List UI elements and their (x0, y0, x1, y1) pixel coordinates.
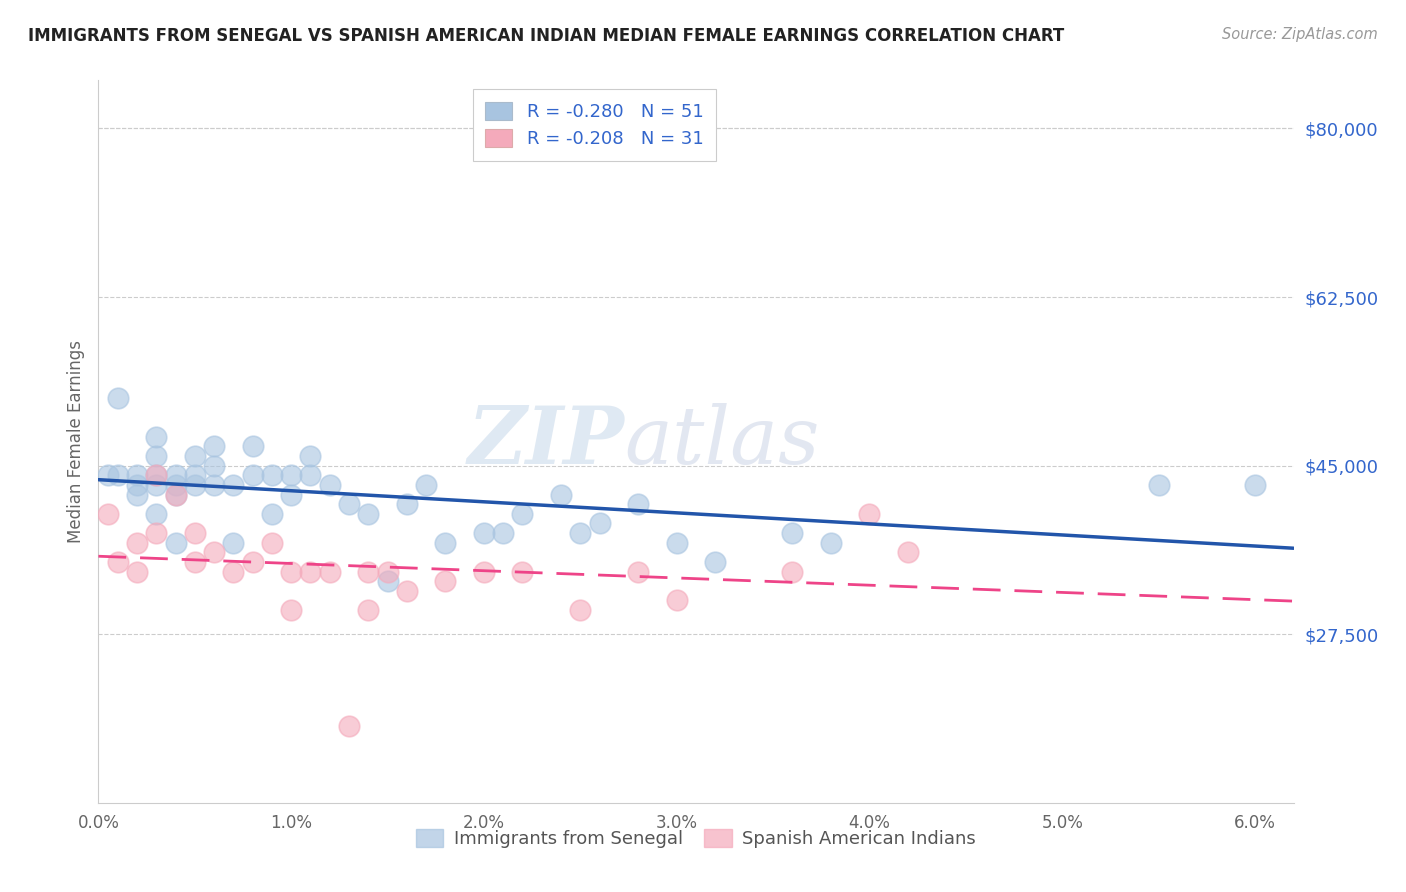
Point (665, 535, 688, 549)
Point (222, 535, 245, 549)
Point (434, 574, 457, 589)
Point (472, 526, 495, 541)
Point (242, 439, 264, 453)
Point (145, 478, 167, 492)
Point (665, 593, 688, 607)
Point (125, 535, 148, 549)
Point (569, 526, 592, 541)
Point (165, 478, 187, 492)
Point (165, 535, 187, 549)
Point (588, 516, 610, 531)
Point (782, 526, 804, 541)
Point (319, 478, 342, 492)
Text: IMMIGRANTS FROM SENEGAL VS SPANISH AMERICAN INDIAN MEDIAN FEMALE EARNINGS CORREL: IMMIGRANTS FROM SENEGAL VS SPANISH AMERI… (28, 27, 1064, 45)
Point (280, 603, 302, 617)
Point (627, 497, 650, 511)
Point (512, 507, 534, 521)
Point (260, 468, 283, 483)
Point (357, 603, 380, 617)
Point (202, 439, 225, 453)
Point (145, 430, 167, 444)
Point (395, 583, 418, 598)
Text: atlas: atlas (624, 403, 820, 480)
Point (299, 449, 322, 463)
Point (165, 468, 187, 483)
Point (299, 565, 322, 579)
Point (107, 555, 129, 569)
Point (569, 603, 592, 617)
Y-axis label: Median Female Earnings: Median Female Earnings (66, 340, 84, 543)
Point (145, 468, 167, 483)
Point (222, 565, 245, 579)
Point (377, 574, 399, 589)
Point (125, 565, 148, 579)
Point (357, 507, 380, 521)
Point (145, 526, 167, 541)
Text: ZIP: ZIP (467, 403, 624, 480)
Point (377, 565, 399, 579)
Point (299, 468, 322, 483)
Point (184, 526, 207, 541)
Point (434, 535, 457, 549)
Point (280, 487, 302, 501)
Point (125, 487, 148, 501)
Point (1244, 478, 1267, 492)
Point (184, 449, 207, 463)
Point (125, 478, 148, 492)
Point (97, 468, 120, 483)
Point (107, 468, 129, 483)
Point (202, 545, 225, 559)
Point (415, 478, 437, 492)
Point (184, 555, 207, 569)
Point (782, 565, 804, 579)
Point (184, 468, 207, 483)
Point (242, 555, 264, 569)
Point (704, 555, 727, 569)
Point (319, 565, 342, 579)
Point (107, 391, 129, 405)
Legend: Immigrants from Senegal, Spanish American Indians: Immigrants from Senegal, Spanish America… (409, 822, 983, 855)
Point (165, 487, 187, 501)
Point (512, 565, 534, 579)
Text: Source: ZipAtlas.com: Source: ZipAtlas.com (1222, 27, 1378, 42)
Point (472, 565, 495, 579)
Point (202, 458, 225, 473)
Point (280, 468, 302, 483)
Point (357, 565, 380, 579)
Point (165, 487, 187, 501)
Point (1147, 478, 1170, 492)
Point (260, 535, 283, 549)
Point (145, 468, 167, 483)
Point (242, 468, 264, 483)
Point (897, 545, 920, 559)
Point (125, 468, 148, 483)
Point (145, 449, 167, 463)
Point (337, 497, 360, 511)
Point (260, 507, 283, 521)
Point (184, 478, 207, 492)
Point (492, 526, 515, 541)
Point (337, 719, 360, 733)
Point (820, 535, 842, 549)
Point (145, 507, 167, 521)
Point (280, 565, 302, 579)
Point (202, 478, 225, 492)
Point (97, 507, 120, 521)
Point (395, 497, 418, 511)
Point (550, 487, 572, 501)
Point (858, 507, 880, 521)
Point (627, 565, 650, 579)
Point (222, 478, 245, 492)
